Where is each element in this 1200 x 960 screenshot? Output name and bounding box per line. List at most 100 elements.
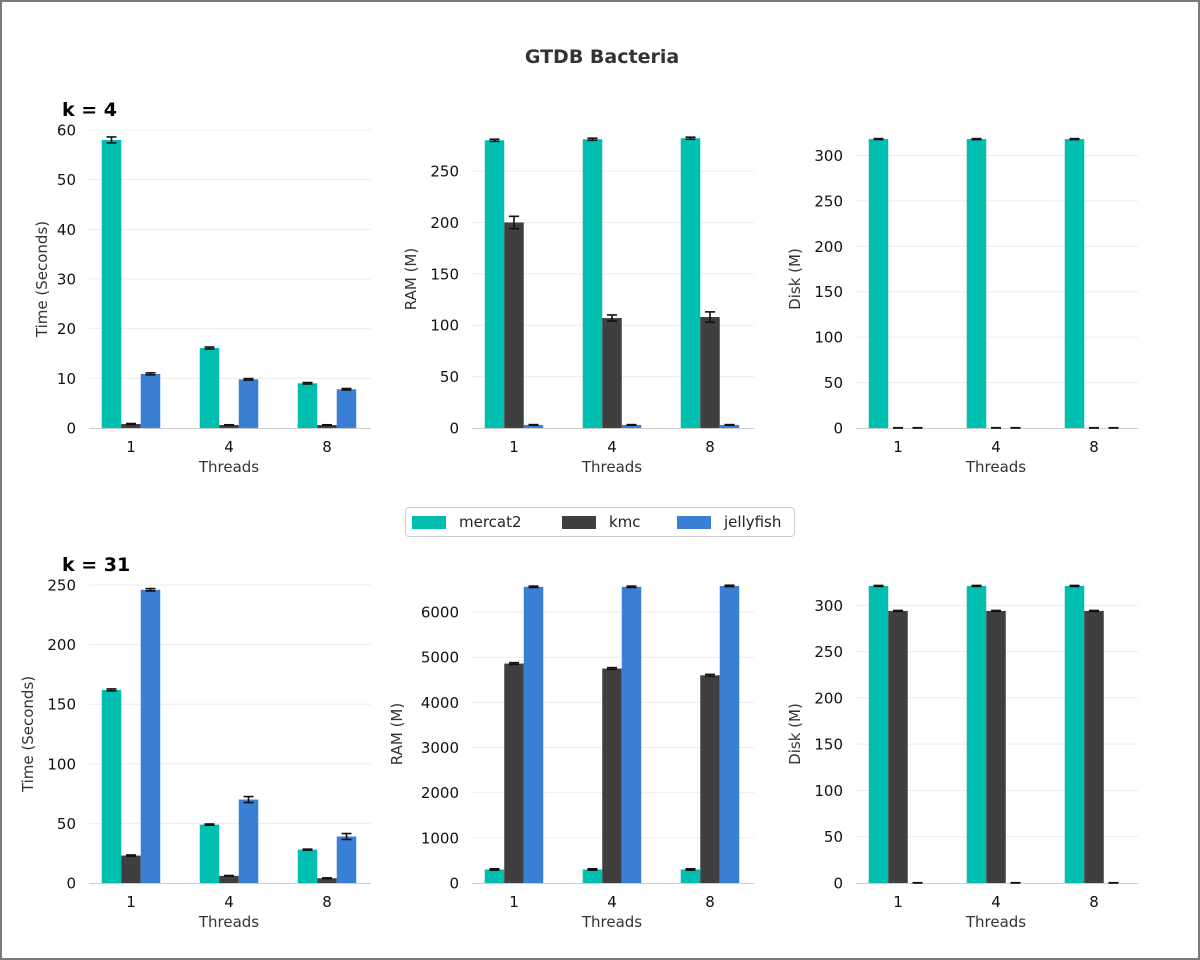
chart5-ytick-label-5: 250: [814, 643, 843, 661]
legend-item-kmc: kmc: [562, 512, 641, 532]
chart0-bar-mercat2-1: [199, 348, 220, 428]
legend-item-jellyfish: jellyfish: [677, 512, 781, 532]
chart0-x-axis-label: Threads: [198, 458, 259, 476]
chart5-bar-kmc-0: [888, 610, 908, 883]
figure-title: GTDB Bacteria: [524, 46, 680, 68]
chart4-xtick-label-0: 1: [509, 893, 519, 911]
chart0-xtick-label-1: 4: [224, 438, 234, 456]
legend-label-jellyfish: jellyfish: [724, 513, 782, 531]
chart4-xtick-label-1: 4: [607, 893, 617, 911]
chart4-ytick-label-3: 3000: [421, 739, 459, 757]
chart0-y-axis-label: Time (Seconds): [33, 221, 51, 338]
chart3-ytick-label-1: 50: [57, 815, 76, 833]
chart2-bar-mercat2-0: [868, 139, 889, 428]
chart1-xtick-label-2: 8: [705, 438, 715, 456]
chart0-bar-mercat2-2: [297, 383, 318, 428]
chart5-ytick-label-4: 200: [814, 689, 843, 707]
chart2-y-axis-label: Disk (M): [786, 248, 804, 310]
chart4-bar-mercat2-1: [582, 869, 603, 883]
chart5-ytick-label-1: 50: [824, 828, 843, 846]
chart1-ytick-label-0: 0: [449, 420, 459, 438]
chart4-bar-kmc-2: [700, 675, 720, 883]
chart3-x-axis-label: Threads: [198, 913, 259, 931]
row-label-k31: k = 31: [62, 554, 131, 576]
chart3-bar-kmc-2: [317, 878, 337, 883]
chart0-ytick-label-2: 20: [57, 320, 76, 338]
chart3-ytick-label-0: 0: [66, 875, 76, 893]
chart1-ytick-label-5: 250: [430, 163, 459, 181]
chart0-ytick-label-1: 10: [57, 370, 76, 388]
chart4-ytick-label-5: 5000: [421, 649, 459, 667]
chart5-ytick-label-6: 300: [814, 597, 843, 615]
chart2-ytick-label-1: 50: [824, 374, 843, 392]
chart0-xtick-label-2: 8: [322, 438, 332, 456]
chart1-bar-jellyfish-1: [621, 424, 642, 428]
chart0-bar-mercat2-0: [101, 139, 122, 428]
chart4-x-axis-label: Threads: [581, 913, 642, 931]
chart4-ytick-label-4: 4000: [421, 694, 459, 712]
chart4-ytick-label-6: 6000: [421, 604, 459, 622]
chart0-xtick-label-0: 1: [126, 438, 136, 456]
chart2-ytick-label-3: 150: [814, 283, 843, 301]
chart5-xtick-label-0: 1: [893, 893, 903, 911]
chart2-ytick-label-6: 300: [814, 147, 843, 165]
chart1-ytick-label-3: 150: [430, 265, 459, 283]
legend-swatch-jellyfish: [677, 515, 711, 529]
chart0-ytick-label-6: 60: [57, 122, 76, 140]
chart3-ytick-label-5: 250: [47, 577, 76, 595]
chart4-bar-jellyfish-2: [719, 585, 740, 883]
legend-swatch-kmc: [562, 515, 596, 529]
chart4-y-axis-label: RAM (M): [388, 703, 406, 765]
chart1-xtick-label-0: 1: [509, 438, 519, 456]
chart4-ytick-label-1: 1000: [421, 829, 459, 847]
chart2-ytick-label-2: 100: [814, 329, 843, 347]
chart1-ytick-label-1: 50: [440, 368, 459, 386]
chart3-bar-jellyfish-2: [336, 836, 357, 883]
chart2-ytick-label-0: 0: [833, 420, 843, 438]
chart1-bar-kmc-1: [602, 318, 622, 428]
chart3-y-axis-label: Time (Seconds): [19, 676, 37, 793]
chart1-bar-mercat2-2: [680, 138, 701, 428]
chart3-bar-jellyfish-0: [140, 589, 161, 883]
chart4-bar-mercat2-2: [680, 869, 701, 883]
chart2-bar-mercat2-1: [966, 139, 987, 428]
row-label-k4: k = 4: [62, 99, 118, 121]
chart4-ytick-label-2: 2000: [421, 784, 459, 802]
chart1-bar-jellyfish-0: [523, 424, 544, 428]
chart3-bar-mercat2-2: [297, 849, 318, 883]
chart4-bar-kmc-1: [602, 668, 622, 883]
chart0-bar-kmc-2: [317, 425, 337, 428]
legend-label-kmc: kmc: [609, 513, 641, 531]
chart5-x-axis-label: Threads: [965, 913, 1026, 931]
chart5-bar-mercat2-0: [868, 585, 889, 883]
chart5-xtick-label-1: 4: [991, 893, 1001, 911]
chart5-bar-mercat2-2: [1064, 585, 1085, 883]
chart0-ytick-label-4: 40: [57, 221, 76, 239]
chart2-ytick-label-4: 200: [814, 238, 843, 256]
chart3-ytick-label-2: 100: [47, 755, 76, 773]
chart3-bar-mercat2-1: [199, 824, 220, 883]
chart1-ytick-label-4: 200: [430, 214, 459, 232]
chart0-bar-jellyfish-0: [140, 373, 161, 428]
chart0-bar-kmc-0: [121, 424, 141, 428]
chart3-xtick-label-0: 1: [126, 893, 136, 911]
chart4-bar-kmc-0: [504, 663, 524, 883]
chart1-xtick-label-1: 4: [607, 438, 617, 456]
chart5-bar-kmc-2: [1084, 610, 1104, 883]
legend-label-mercat2: mercat2: [459, 513, 522, 531]
chart1-bar-kmc-2: [700, 317, 720, 428]
chart1-y-axis-label: RAM (M): [402, 248, 420, 310]
chart4-bar-jellyfish-1: [621, 586, 642, 883]
chart1-bar-kmc-0: [504, 222, 524, 428]
chart3-ytick-label-4: 200: [47, 636, 76, 654]
chart5-xtick-label-2: 8: [1089, 893, 1099, 911]
legend: mercat2 kmc jellyfish: [405, 507, 795, 537]
legend-item-mercat2: mercat2: [412, 512, 522, 532]
chart1-bar-mercat2-0: [484, 140, 505, 428]
chart1-x-axis-label: Threads: [581, 458, 642, 476]
legend-swatch-mercat2: [412, 515, 446, 529]
chart5-bar-kmc-1: [986, 610, 1006, 883]
chart1-bar-mercat2-1: [582, 139, 603, 428]
chart3-ytick-label-3: 150: [47, 696, 76, 714]
chart3-bar-kmc-0: [121, 855, 141, 883]
